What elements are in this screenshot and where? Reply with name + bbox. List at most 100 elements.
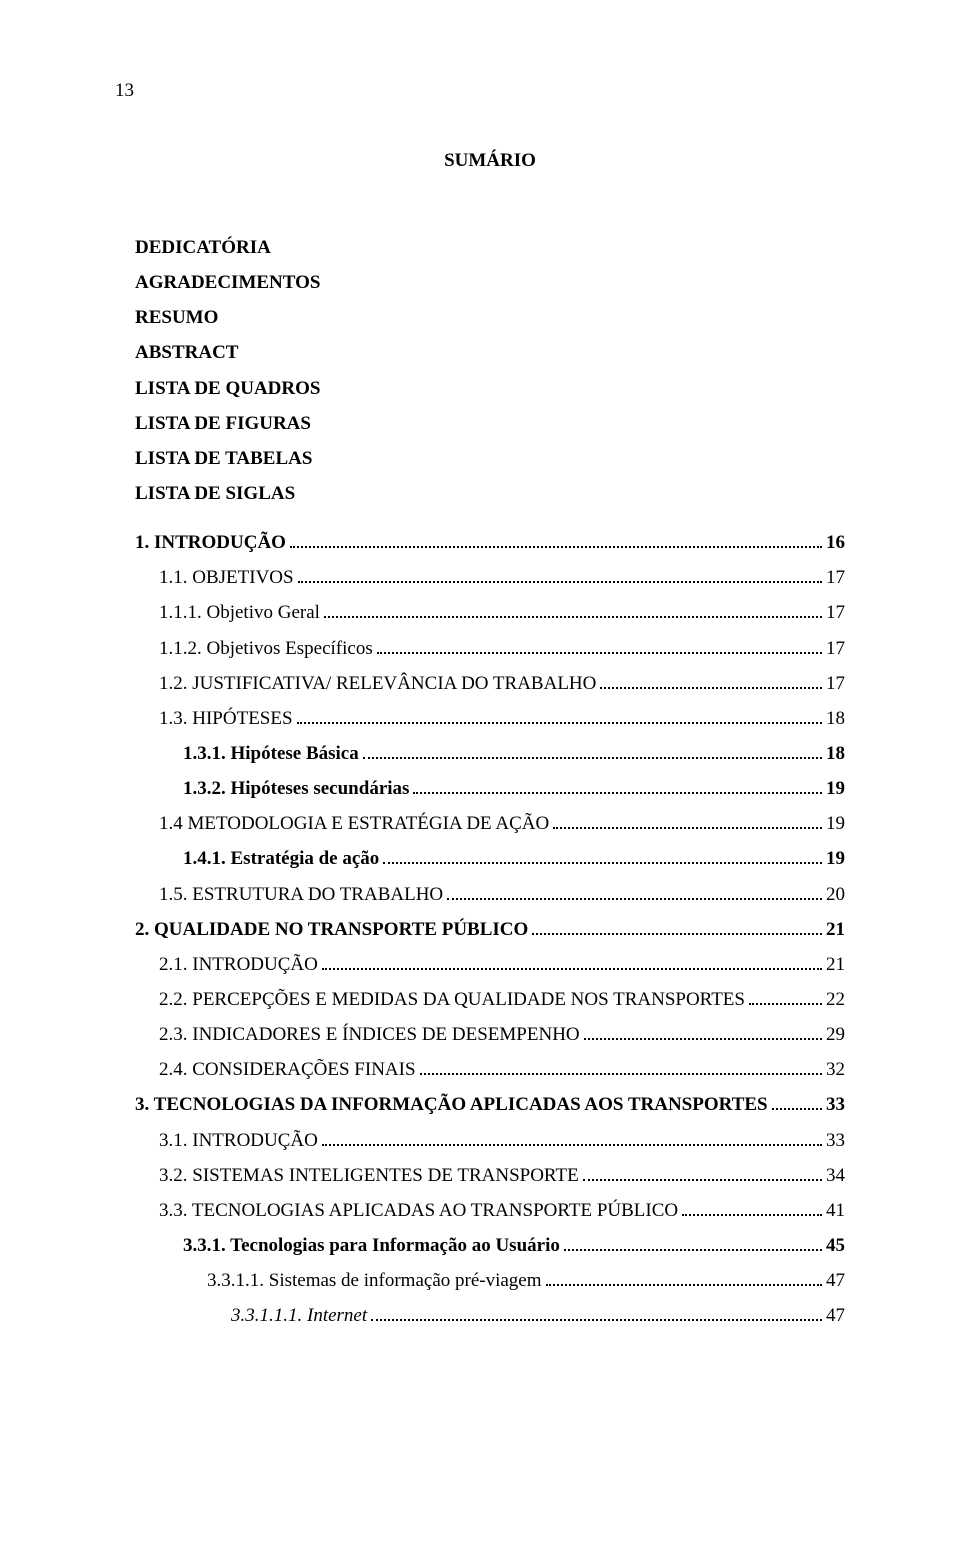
toc-entry-page: 19	[826, 806, 845, 841]
toc-leader-dots	[583, 1179, 822, 1181]
toc-entry-page: 32	[826, 1052, 845, 1087]
toc-entry-label: 3.1. INTRODUÇÃO	[159, 1123, 318, 1158]
toc-leader-dots	[371, 1319, 822, 1321]
toc-entry: 1.2. JUSTIFICATIVA/ RELEVÂNCIA DO TRABAL…	[135, 666, 845, 701]
toc-entry-label: 1.5. ESTRUTURA DO TRABALHO	[159, 877, 443, 912]
toc-entry: 2. QUALIDADE NO TRANSPORTE PÚBLICO 21	[135, 912, 845, 947]
toc-entry: 2.3. INDICADORES E ÍNDICES DE DESEMPENHO…	[135, 1017, 845, 1052]
toc-entry-label: 1.3.2. Hipóteses secundárias	[183, 771, 409, 806]
toc-entry: 1.3. HIPÓTESES 18	[135, 701, 845, 736]
toc-entry-label: 3.3.1.1. Sistemas de informação pré-viag…	[207, 1263, 542, 1298]
toc-entry-label: 2. QUALIDADE NO TRANSPORTE PÚBLICO	[135, 912, 528, 947]
toc-entry-page: 17	[826, 631, 845, 666]
toc-entry-label: 2.4. CONSIDERAÇÕES FINAIS	[159, 1052, 416, 1087]
toc-leader-dots	[532, 933, 822, 935]
toc-entry: 1. INTRODUÇÃO 16	[135, 525, 845, 560]
toc-leader-dots	[772, 1108, 822, 1110]
toc-entry: 3. TECNOLOGIAS DA INFORMAÇÃO APLICADAS A…	[135, 1087, 845, 1122]
toc-entry-page: 17	[826, 595, 845, 630]
toc-leader-dots	[324, 616, 822, 618]
toc-entry: 1.1.1. Objetivo Geral 17	[135, 595, 845, 630]
toc-entry: 2.2. PERCEPÇÕES E MEDIDAS DA QUALIDADE N…	[135, 982, 845, 1017]
toc-entry-page: 47	[826, 1298, 845, 1333]
toc-entry: 3.3.1.1. Sistemas de informação pré-viag…	[135, 1263, 845, 1298]
front-matter-item: LISTA DE FIGURAS	[135, 406, 845, 441]
toc-entry-page: 41	[826, 1193, 845, 1228]
toc-leader-dots	[584, 1038, 822, 1040]
front-matter-item: LISTA DE QUADROS	[135, 371, 845, 406]
toc-entry-label: 1.4.1. Estratégia de ação	[183, 841, 379, 876]
toc-entry: 3.3. TECNOLOGIAS APLICADAS AO TRANSPORTE…	[135, 1193, 845, 1228]
toc-entry-page: 47	[826, 1263, 845, 1298]
toc-entry-page: 21	[826, 947, 845, 982]
toc-leader-dots	[383, 862, 822, 864]
toc-leader-dots	[297, 722, 822, 724]
toc-entry: 1.1. OBJETIVOS 17	[135, 560, 845, 595]
toc-entry-page: 18	[826, 736, 845, 771]
toc-entry-page: 22	[826, 982, 845, 1017]
toc-leader-dots	[322, 1144, 822, 1146]
toc-entry-page: 29	[826, 1017, 845, 1052]
toc-entry: 1.4.1. Estratégia de ação 19	[135, 841, 845, 876]
toc-entry-label: 3.3. TECNOLOGIAS APLICADAS AO TRANSPORTE…	[159, 1193, 678, 1228]
toc-entry: 2.4. CONSIDERAÇÕES FINAIS 32	[135, 1052, 845, 1087]
toc-entry: 3.1. INTRODUÇÃO 33	[135, 1123, 845, 1158]
toc-leader-dots	[749, 1003, 822, 1005]
front-matter-item: LISTA DE SIGLAS	[135, 476, 845, 511]
toc-entry-page: 34	[826, 1158, 845, 1193]
document-title: SUMÁRIO	[135, 150, 845, 172]
toc-leader-dots	[553, 827, 822, 829]
toc-entry-label: 1. INTRODUÇÃO	[135, 525, 286, 560]
toc-entry: 3.2. SISTEMAS INTELIGENTES DE TRANSPORTE…	[135, 1158, 845, 1193]
toc-entry-page: 33	[826, 1087, 845, 1122]
toc-entry-page: 17	[826, 666, 845, 701]
toc-entry: 1.4 METODOLOGIA E ESTRATÉGIA DE AÇÃO 19	[135, 806, 845, 841]
toc-leader-dots	[682, 1214, 822, 1216]
toc-entry: 1.3.2. Hipóteses secundárias 19	[135, 771, 845, 806]
toc-leader-dots	[420, 1073, 822, 1075]
front-matter-item: AGRADECIMENTOS	[135, 265, 845, 300]
toc-leader-dots	[413, 792, 822, 794]
front-matter-item: LISTA DE TABELAS	[135, 441, 845, 476]
page-number: 13	[115, 80, 845, 102]
toc-entry-page: 18	[826, 701, 845, 736]
toc-entry-label: 2.2. PERCEPÇÕES E MEDIDAS DA QUALIDADE N…	[159, 982, 745, 1017]
toc-leader-dots	[564, 1249, 822, 1251]
toc-entry-page: 21	[826, 912, 845, 947]
toc-leader-dots	[447, 898, 822, 900]
toc-entry-label: 1.1.1. Objetivo Geral	[159, 595, 320, 630]
front-matter-item: RESUMO	[135, 300, 845, 335]
toc-leader-dots	[600, 687, 822, 689]
toc-entry-label: 3.3.1. Tecnologias para Informação ao Us…	[183, 1228, 560, 1263]
toc-entry-label: 1.4 METODOLOGIA E ESTRATÉGIA DE AÇÃO	[159, 806, 549, 841]
toc-entry-page: 19	[826, 771, 845, 806]
toc-leader-dots	[377, 652, 822, 654]
toc-entry: 1.1.2. Objetivos Específicos 17	[135, 631, 845, 666]
toc-entry-label: 1.2. JUSTIFICATIVA/ RELEVÂNCIA DO TRABAL…	[159, 666, 596, 701]
toc-leader-dots	[546, 1284, 822, 1286]
toc-entry-page: 16	[826, 525, 845, 560]
toc-entry-page: 19	[826, 841, 845, 876]
toc-entry: 3.3.1. Tecnologias para Informação ao Us…	[135, 1228, 845, 1263]
toc-entry-label: 1.3.1. Hipótese Básica	[183, 736, 359, 771]
toc-entry-page: 45	[826, 1228, 845, 1263]
toc-list: 1. INTRODUÇÃO 161.1. OBJETIVOS 171.1.1. …	[135, 525, 845, 1333]
toc-entry-label: 1.1. OBJETIVOS	[159, 560, 294, 595]
front-matter-item: DEDICATÓRIA	[135, 230, 845, 265]
toc-entry-label: 2.3. INDICADORES E ÍNDICES DE DESEMPENHO	[159, 1017, 580, 1052]
toc-entry-page: 20	[826, 877, 845, 912]
toc-entry-label: 3.3.1.1.1. Internet	[231, 1298, 367, 1333]
toc-leader-dots	[322, 968, 822, 970]
toc-leader-dots	[363, 757, 822, 759]
toc-entry-label: 1.3. HIPÓTESES	[159, 701, 293, 736]
toc-leader-dots	[298, 581, 822, 583]
toc-leader-dots	[290, 546, 822, 548]
front-matter-item: ABSTRACT	[135, 335, 845, 370]
toc-entry-page: 17	[826, 560, 845, 595]
toc-entry-label: 1.1.2. Objetivos Específicos	[159, 631, 373, 666]
toc-entry-label: 2.1. INTRODUÇÃO	[159, 947, 318, 982]
toc-entry: 2.1. INTRODUÇÃO 21	[135, 947, 845, 982]
toc-entry: 1.3.1. Hipótese Básica 18	[135, 736, 845, 771]
toc-entry-page: 33	[826, 1123, 845, 1158]
toc-entry: 3.3.1.1.1. Internet 47	[135, 1298, 845, 1333]
